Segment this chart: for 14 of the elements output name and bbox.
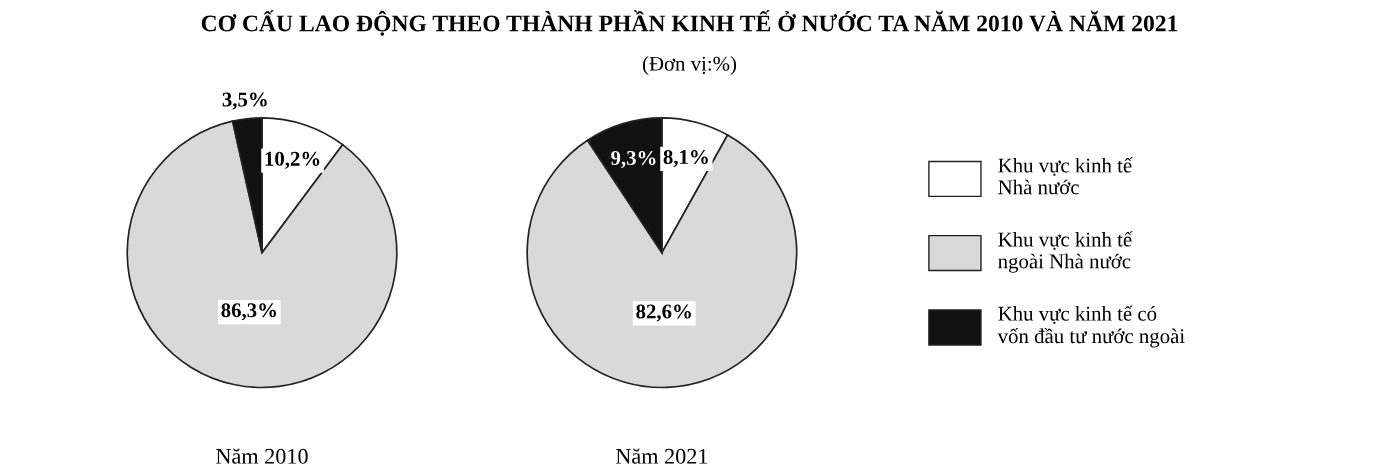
data-label: 10,2% <box>265 151 320 169</box>
pie-slice <box>126 120 398 389</box>
data-label: 3,5% <box>222 92 267 110</box>
text: Năm 2021 <box>615 448 708 464</box>
data-label: 9,3% <box>611 150 656 169</box>
data-label: 86,3% <box>221 303 277 321</box>
legend-label: Khu vực kinh tế ngoài Nhà nước <box>998 231 1133 273</box>
chart-subtitle: (Đơn vị:%) <box>642 56 737 75</box>
legend-label: Khu vực kinh tế có vốn đầu tư nước ngoài <box>997 305 1185 348</box>
legend-label: Khu vực kinh tế Nhà nước <box>998 157 1133 195</box>
data-label: 8,1% <box>663 149 708 168</box>
data-label: 82,6% <box>636 304 691 322</box>
chart-title: CƠ CẤU LAO ĐỘNG THEO THÀNH PHẦN KINH TẾ Ở NƯỚC TA NĂM 2010 VÀ NĂM 2021 <box>201 10 1178 36</box>
text: Năm 2010 <box>216 448 308 464</box>
